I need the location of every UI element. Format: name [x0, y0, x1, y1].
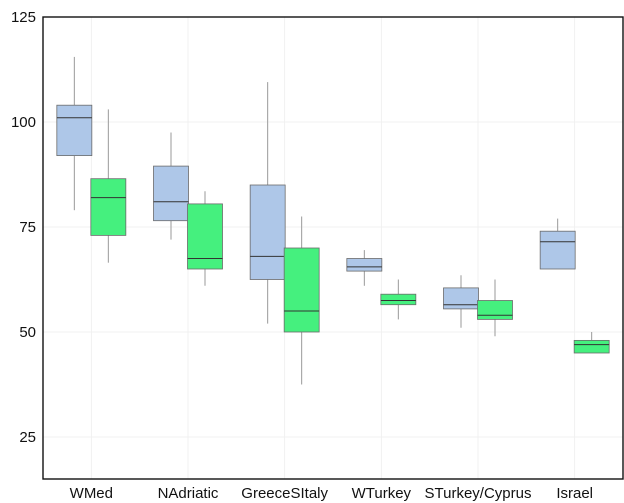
box-WMed-series-1	[56, 56, 93, 211]
plot-frame	[42, 16, 624, 480]
box-iqr	[573, 339, 610, 354]
box-GreeceSItaly-series-2	[283, 216, 320, 385]
y-tick-label: 75	[19, 219, 36, 236]
box-WTurkey-series-1	[346, 250, 383, 286]
box-NAdriatic-series-2	[187, 191, 223, 286]
y-tick-label: 100	[11, 114, 36, 131]
y-tick-label: 125	[11, 9, 36, 26]
box-GreeceSItaly-series-1	[249, 82, 286, 324]
box-iqr	[283, 247, 320, 333]
x-tick-label: Israel	[556, 485, 593, 502]
box-WTurkey-series-2	[380, 279, 417, 320]
y-tick-label: 25	[19, 429, 36, 446]
x-tick-label: GreeceSItaly	[241, 485, 328, 502]
box-iqr	[90, 178, 127, 236]
grid	[43, 16, 623, 479]
box-STurkey/Cyprus-series-2	[477, 279, 513, 337]
box-iqr	[56, 104, 93, 156]
x-tick-label: STurkey/Cyprus	[425, 485, 532, 502]
plot-area	[56, 56, 610, 385]
x-tick-label: WMed	[70, 485, 113, 502]
box-Israel-series-1	[539, 218, 576, 270]
box-iqr	[443, 287, 479, 310]
box-STurkey/Cyprus-series-1	[443, 275, 479, 328]
box-iqr	[380, 293, 417, 306]
box-iqr	[249, 184, 286, 280]
x-axis: WMed NAdriatic GreeceSItaly WTurkey STurkey/…	[70, 485, 593, 502]
box-WMed-series-2	[90, 109, 127, 263]
box-iqr	[346, 258, 383, 272]
box-iqr	[153, 165, 189, 222]
box-NAdriatic-series-1	[153, 132, 189, 240]
box-Israel-series-2	[573, 332, 610, 354]
box-iqr	[539, 230, 576, 270]
y-tick-label: 50	[19, 324, 36, 341]
box-iqr	[477, 300, 513, 320]
y-axis: 25 50 75 100 125	[11, 9, 36, 446]
box-iqr	[187, 203, 223, 270]
x-tick-label: NAdriatic	[158, 485, 219, 502]
x-tick-label: WTurkey	[352, 485, 412, 502]
